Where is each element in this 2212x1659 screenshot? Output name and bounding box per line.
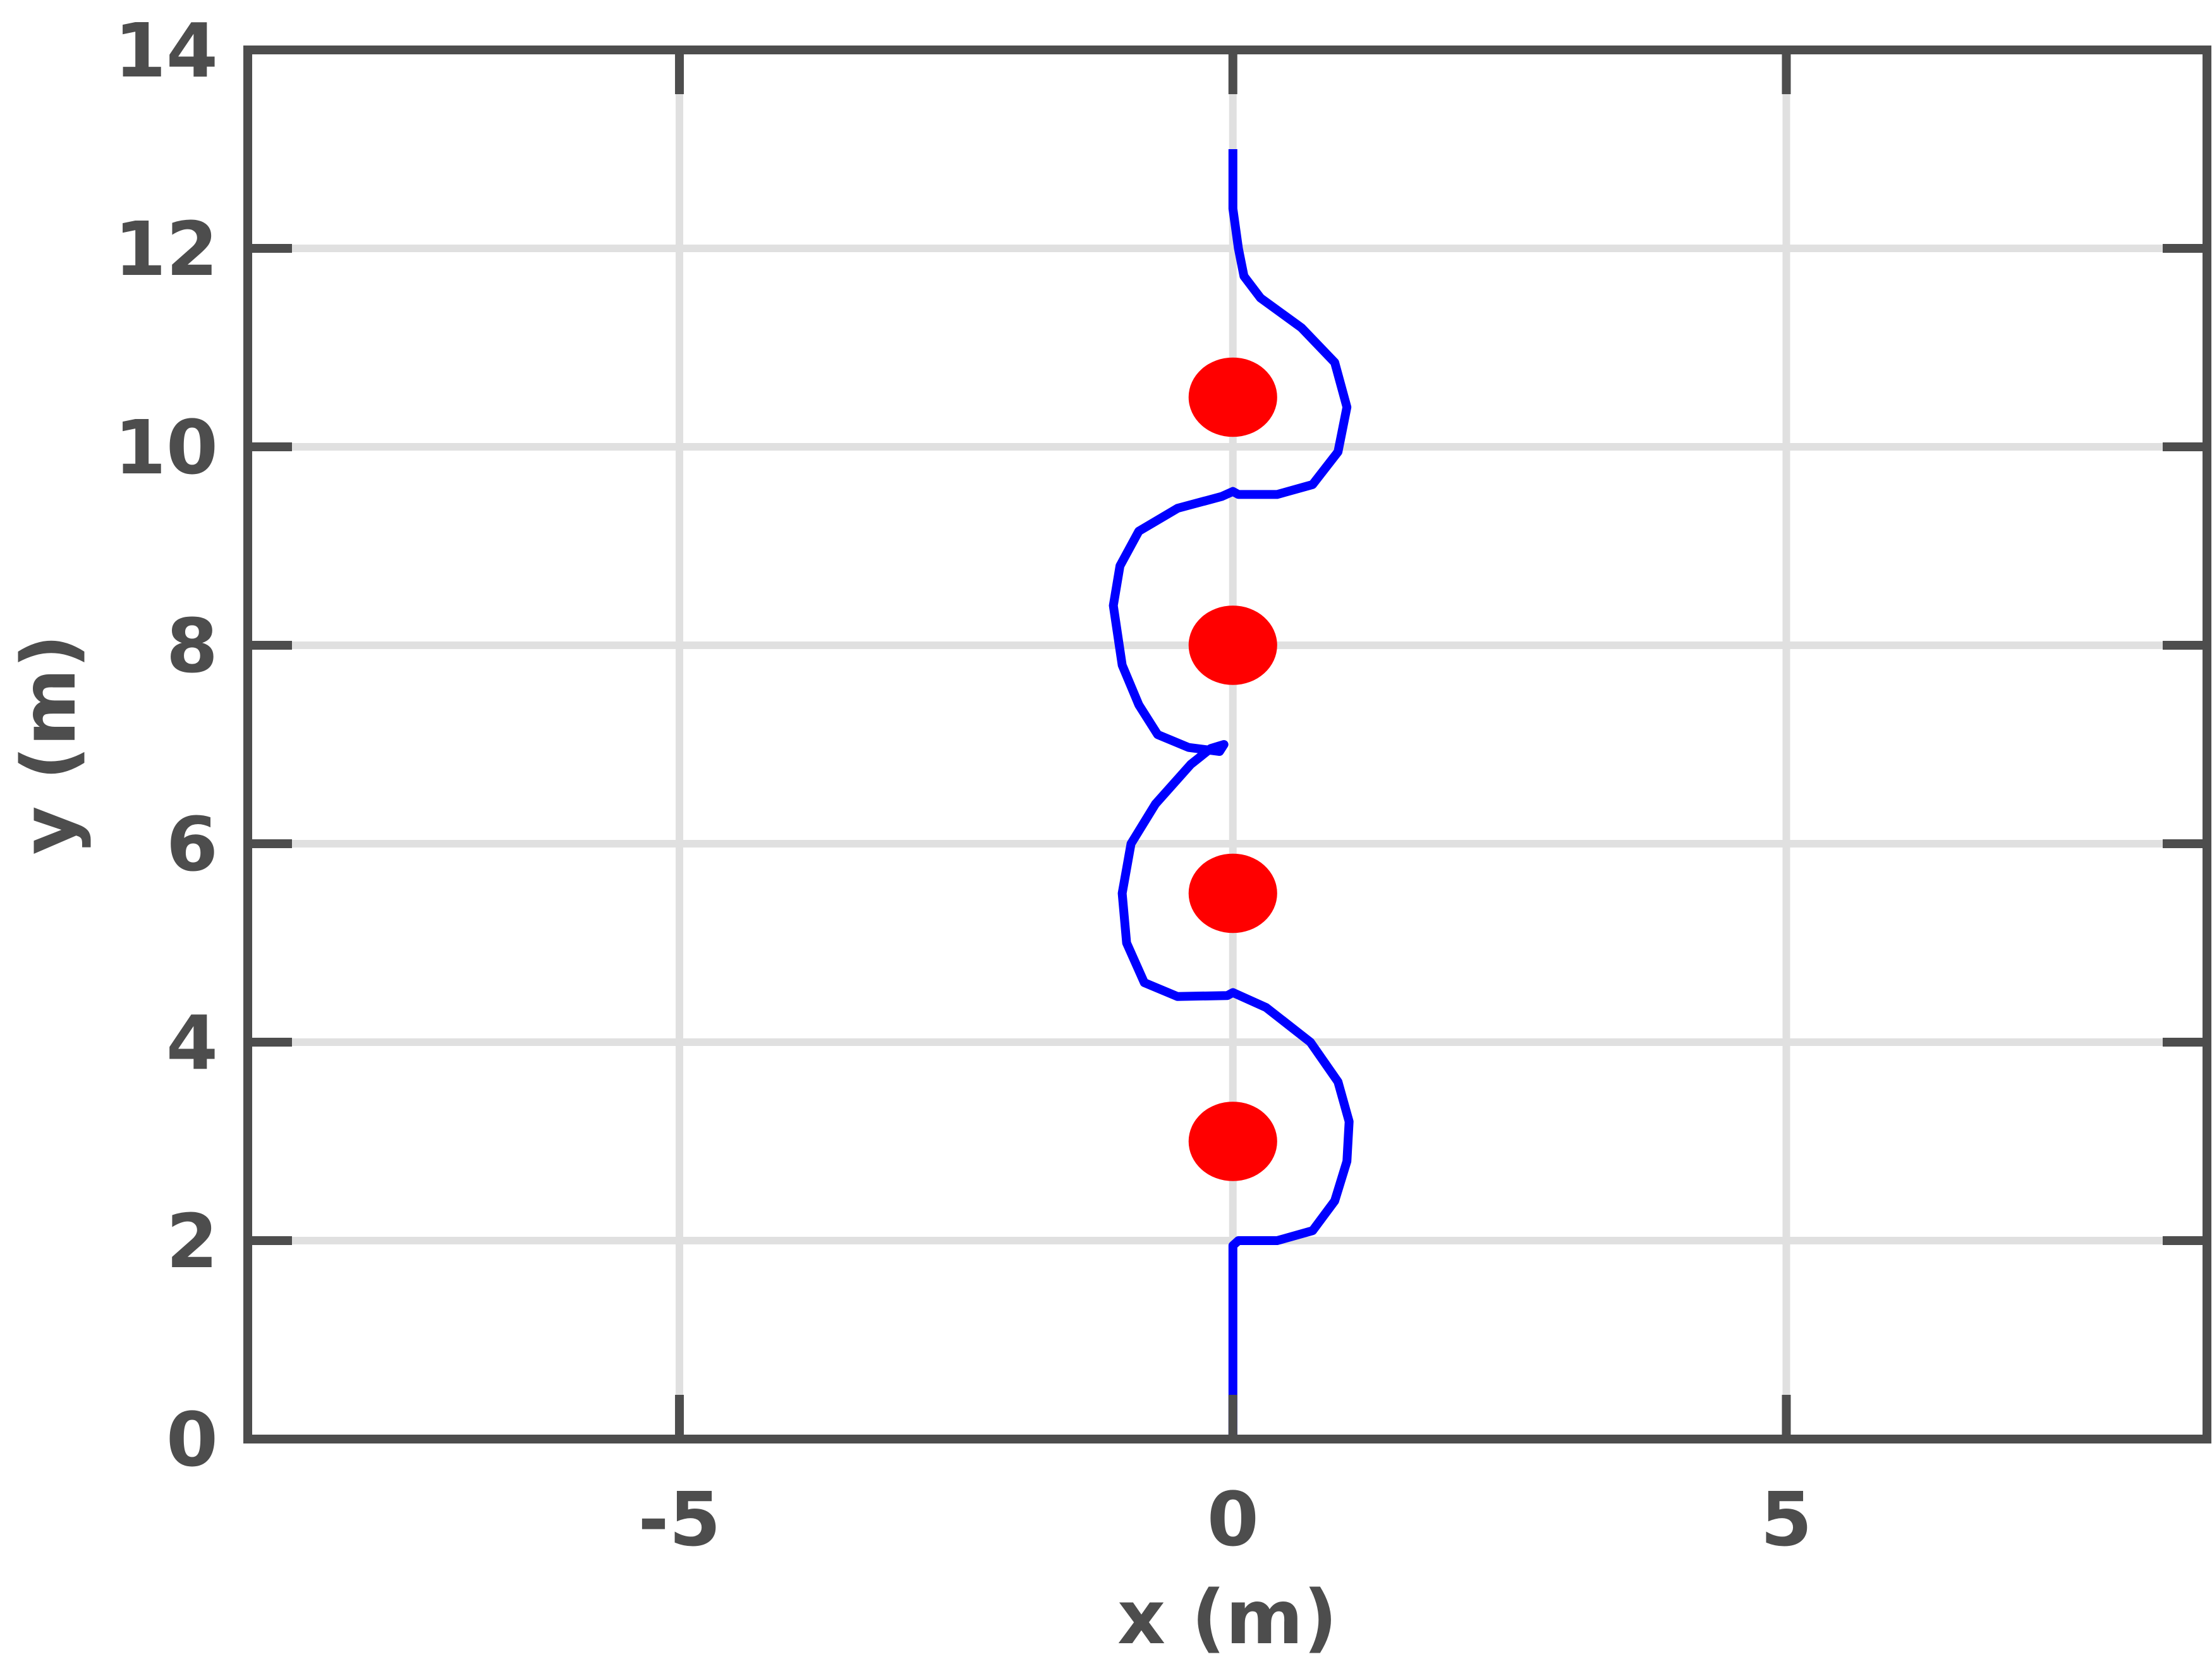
obstacle-point bbox=[1188, 1102, 1277, 1181]
x-axis-label: x (m) bbox=[1117, 1574, 1337, 1659]
y-tick-label: 8 bbox=[166, 602, 218, 690]
y-tick-label: 4 bbox=[166, 999, 218, 1086]
tick-layer: -5 0 5 0 2 4 6 8 10 12 14 bbox=[114, 7, 2207, 1563]
x-tick-label: 5 bbox=[1760, 1476, 1812, 1563]
x-tick-label: 0 bbox=[1207, 1476, 1259, 1563]
y-tick-label: 0 bbox=[166, 1396, 218, 1483]
y-tick-label: 12 bbox=[114, 205, 218, 293]
data-layer bbox=[1109, 149, 1354, 1439]
x-tick-label: -5 bbox=[638, 1476, 721, 1563]
plot-frame bbox=[243, 46, 2211, 1443]
y-axis-label: y (m) bbox=[5, 635, 92, 855]
y-tick-label: 6 bbox=[166, 801, 218, 888]
obstacle-point bbox=[1188, 853, 1277, 933]
y-tick-label: 14 bbox=[114, 7, 218, 94]
trajectory-path bbox=[1109, 149, 1354, 1439]
obstacle-point bbox=[1188, 605, 1277, 685]
y-tick-label: 10 bbox=[114, 404, 218, 491]
obstacle-point bbox=[1188, 357, 1277, 437]
y-tick-label: 2 bbox=[166, 1198, 218, 1285]
